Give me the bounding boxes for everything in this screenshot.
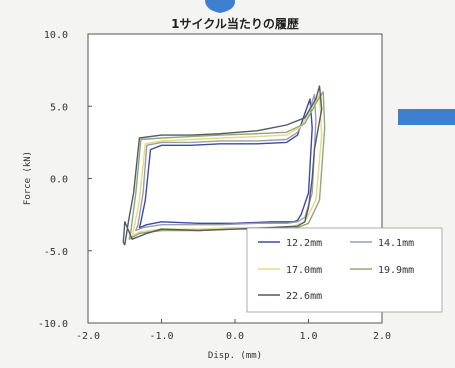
series-group bbox=[122, 85, 326, 246]
legend-label: 22.6mm bbox=[286, 291, 322, 302]
y-tick-label: 5.0 bbox=[50, 102, 68, 113]
chart-title: 1サイクル当たりの履歴 bbox=[171, 16, 299, 31]
x-tick-label: 2.0 bbox=[373, 331, 391, 342]
y-tick-label: 10.0 bbox=[44, 30, 68, 41]
series-line-122mm bbox=[138, 98, 313, 229]
legend-label: 19.9mm bbox=[378, 265, 414, 276]
x-tick-label: -2.0 bbox=[76, 331, 100, 342]
legend: 12.2mm 14.1mm 17.0mm 19.9mm 22.6mm bbox=[258, 238, 414, 302]
legend-label: 14.1mm bbox=[378, 238, 414, 249]
x-axis-label: Disp. (mm) bbox=[208, 351, 262, 361]
x-tick-label: 1.0 bbox=[299, 331, 317, 342]
series-line-141mm bbox=[135, 93, 317, 232]
y-tick-label: -10.0 bbox=[38, 319, 68, 330]
y-tick-label: 0.0 bbox=[50, 175, 68, 186]
x-tick-label: -1.0 bbox=[149, 331, 173, 342]
y-tick-label: -5.0 bbox=[44, 247, 68, 258]
right-blue-arrow bbox=[398, 109, 455, 125]
top-blue-shape bbox=[205, 0, 236, 13]
legend-label: 17.0mm bbox=[286, 265, 322, 276]
axis-ticks: -2.0 -1.0 0.0 1.0 2.0 10.0 5.0 0.0 -5.0 -10.0 bbox=[38, 30, 391, 342]
x-tick-label: 0.0 bbox=[226, 331, 244, 342]
series-line-226mm bbox=[122, 85, 323, 246]
legend-label: 12.2mm bbox=[286, 238, 322, 249]
y-axis-label: Force (kN) bbox=[23, 151, 33, 205]
